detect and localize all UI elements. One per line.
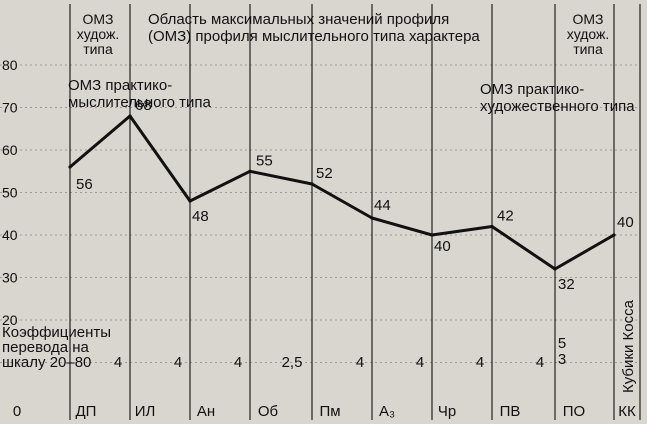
x-tick-2: ИЛ [135, 403, 156, 420]
data-point-3 [188, 199, 192, 203]
data-label-4: 55 [256, 152, 273, 169]
annotation-omz-art-right-line-2: худож. [567, 26, 610, 42]
annotation-practical-art-line-2: художественного типа [480, 98, 635, 115]
annotation-omz-art-left-line-1: ОМЗ [82, 11, 113, 27]
x-tick-3: Ан [197, 403, 215, 420]
data-labels: 56 68 48 55 52 44 40 42 32 40 [76, 97, 634, 293]
data-point-9 [553, 267, 557, 271]
coef-label-line-1: Коэффициенты [2, 324, 111, 341]
coef-label-line-2: перевода на [2, 339, 90, 356]
category-lines [69, 4, 641, 420]
data-point-1 [68, 165, 72, 169]
x-leading-label: 0 [13, 403, 21, 420]
data-label-6: 44 [374, 197, 391, 214]
data-point-8 [490, 224, 494, 229]
data-point-2 [128, 114, 132, 118]
y-tick-50: 50 [2, 185, 18, 201]
y-tick-60: 60 [2, 142, 18, 158]
y-axis: 80 70 60 50 40 30 20 [2, 57, 18, 328]
x-tick-8: ПВ [500, 403, 521, 420]
data-label-8: 42 [497, 208, 514, 225]
annotation-omz-art-right-line-3: типа [573, 41, 603, 57]
data-point-7 [430, 233, 434, 237]
annotation-practical-art-line-1: ОМЗ практико- [480, 81, 584, 98]
coefficient-7: 4 [476, 354, 484, 371]
coef-label-line-3: шкалу 20–80 [2, 354, 91, 371]
y-tick-20: 20 [2, 312, 18, 328]
coefficient-10: 3 [558, 351, 566, 368]
coefficient-4: 2,5 [282, 354, 303, 371]
data-label-9: 32 [558, 276, 575, 293]
data-label-5: 52 [316, 165, 333, 182]
x-tick-10: КК [618, 403, 636, 420]
y-tick-80: 80 [2, 57, 18, 73]
annotation-omz-max-line-1: Область максимальных значений профиля [148, 11, 449, 28]
annotation-omz-art-left-line-3: типа [83, 41, 113, 57]
data-point-6 [370, 216, 374, 220]
data-point-5 [310, 182, 314, 186]
x-tick-5: Пм [319, 403, 340, 420]
annotation-practical-thinking-line-2: мыслительного типа [68, 94, 211, 111]
coefficient-8: 4 [536, 354, 544, 371]
x-tick-1: ДП [76, 403, 97, 420]
coefficient-6: 4 [416, 354, 424, 371]
coefficient-1: 4 [114, 354, 122, 371]
data-label-3: 48 [192, 208, 209, 225]
x-axis: 0 ДП ИЛ Ан Об Пм А₃ Чр ПВ ПО КК [13, 403, 636, 420]
data-label-2: 68 [135, 97, 152, 114]
data-label-10: 40 [617, 214, 634, 231]
kk-vertical-label: Кубики Косса [620, 299, 637, 393]
y-tick-30: 30 [2, 270, 18, 286]
x-tick-4: Об [258, 403, 278, 420]
profile-line [69, 114, 615, 271]
coefficient-9: 5 [558, 335, 566, 352]
x-tick-7: Чр [438, 403, 456, 420]
annotation-omz-max-line-2: (ОМЗ) профиля мыслительного типа характе… [148, 28, 480, 45]
coefficient-3: 4 [234, 354, 242, 371]
y-tick-40: 40 [2, 227, 18, 243]
data-point-4 [248, 169, 252, 173]
annotation-practical-thinking-line-1: ОМЗ практико- [68, 77, 172, 94]
annotation-omz-art-right-line-1: ОМЗ [572, 11, 603, 27]
x-tick-9: ПО [563, 403, 585, 420]
series-line [68, 114, 616, 271]
data-label-7: 40 [434, 238, 451, 255]
annotation-omz-art-left-line-2: худож. [77, 26, 120, 42]
grid [0, 64, 640, 363]
x-tick-6: А₃ [379, 403, 395, 420]
data-point-10 [612, 233, 616, 237]
data-label-1: 56 [76, 176, 93, 193]
coefficient-2: 4 [174, 354, 182, 371]
coefficient-5: 4 [356, 354, 364, 371]
y-tick-70: 70 [2, 100, 18, 116]
